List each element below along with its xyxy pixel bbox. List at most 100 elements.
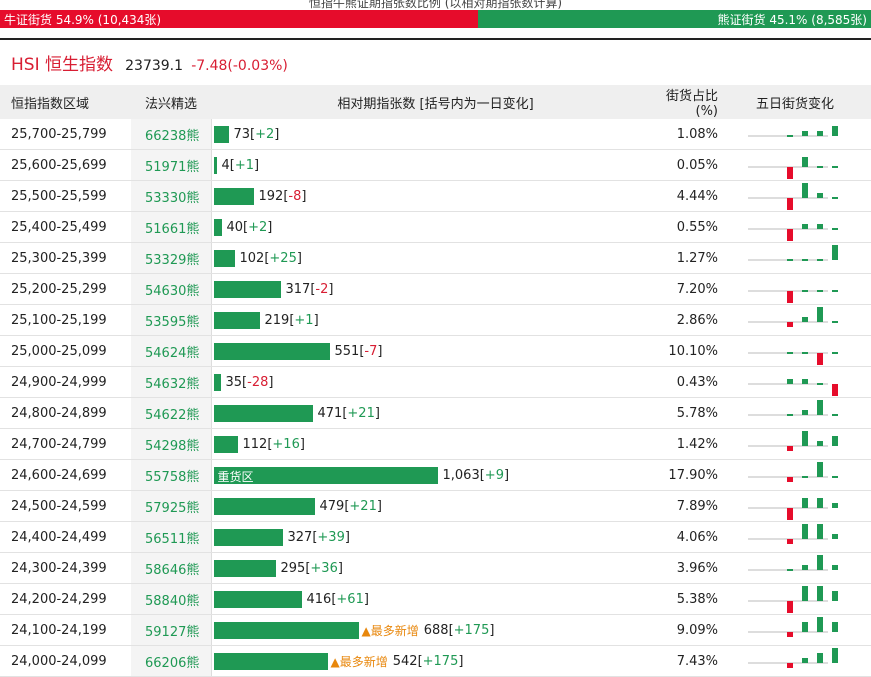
pick-link[interactable]: 54622熊 bbox=[131, 397, 211, 429]
five-day-sparkline bbox=[748, 648, 838, 668]
table-row: 24,800-24,899 54622熊 471 [+21] 5.78% bbox=[0, 397, 871, 429]
pick-link[interactable]: 53330熊 bbox=[131, 180, 211, 212]
five-day-sparkline bbox=[748, 307, 838, 327]
five-day-cell bbox=[748, 242, 871, 274]
range-cell: 24,100-24,199 bbox=[0, 614, 131, 646]
sparkline-bar bbox=[787, 569, 793, 571]
pick-link[interactable]: 66206熊 bbox=[131, 645, 211, 677]
contracts-value: 4 bbox=[221, 157, 230, 173]
sparkline-bar bbox=[832, 126, 838, 136]
range-cell: 25,000-25,099 bbox=[0, 335, 131, 367]
contracts-cell: ▲最多新增 542 [+175] bbox=[210, 645, 660, 677]
sparkline-bar bbox=[802, 317, 808, 322]
contracts-cell: 416 [+61] bbox=[210, 583, 660, 615]
five-day-cell bbox=[748, 614, 871, 646]
contracts-cell: 479 [+21] bbox=[210, 490, 660, 522]
contracts-cell: ▲最多新增 688 [+175] bbox=[210, 614, 660, 646]
contracts-value: 35 bbox=[225, 374, 243, 390]
contracts-cell: 73 [+2] bbox=[210, 119, 660, 150]
pick-link[interactable]: 56511熊 bbox=[131, 521, 211, 553]
sparkline-bar bbox=[787, 414, 793, 416]
pick-link[interactable]: 57925熊 bbox=[131, 490, 211, 522]
sparkline-bar bbox=[817, 462, 823, 477]
bull-ratio-segment: 牛证街货 54.9% (10,434张) bbox=[0, 10, 479, 28]
pick-link[interactable]: 58646熊 bbox=[131, 552, 211, 584]
share-cell: 3.96% bbox=[660, 552, 748, 584]
five-day-sparkline bbox=[748, 290, 838, 303]
contracts-value: 551 bbox=[334, 343, 360, 359]
five-day-cell bbox=[748, 366, 871, 398]
daily-change: -28 bbox=[247, 374, 269, 390]
five-day-sparkline bbox=[748, 498, 838, 520]
contracts-cell: 40 [+2] bbox=[210, 211, 660, 243]
contracts-bar bbox=[213, 342, 330, 360]
range-cell: 25,400-25,499 bbox=[0, 211, 131, 243]
contracts-bar bbox=[213, 280, 281, 298]
five-day-cell bbox=[748, 552, 871, 584]
sparkline-bar bbox=[817, 353, 823, 365]
sparkline-bar bbox=[802, 565, 808, 570]
share-cell: 5.78% bbox=[660, 397, 748, 429]
contracts-cell: 295 [+36] bbox=[210, 552, 660, 584]
range-cell: 25,500-25,599 bbox=[0, 180, 131, 212]
sparkline-bar bbox=[817, 166, 823, 168]
contracts-cell: 112 [+16] bbox=[210, 428, 660, 460]
pick-link[interactable]: 54624熊 bbox=[131, 335, 211, 367]
bear-ratio-segment: 熊证街货 45.1% (8,585张) bbox=[478, 10, 871, 28]
daily-change: -2 bbox=[315, 281, 329, 297]
pick-link[interactable]: 54632熊 bbox=[131, 366, 211, 398]
five-day-cell bbox=[748, 428, 871, 460]
sparkline-bar bbox=[817, 524, 823, 539]
share-cell: 10.10% bbox=[660, 335, 748, 367]
contracts-value: 73 bbox=[233, 126, 251, 142]
daily-change: -7 bbox=[364, 343, 378, 359]
five-day-sparkline bbox=[748, 555, 838, 571]
index-header: HSI 恒生指数 23739.1 -7.48(-0.03%) bbox=[11, 50, 288, 75]
share-cell: 4.44% bbox=[660, 180, 748, 212]
pick-link[interactable]: 51971熊 bbox=[131, 149, 211, 181]
contracts-bar bbox=[213, 621, 359, 639]
daily-change: +175 bbox=[453, 622, 490, 638]
share-cell: 0.55% bbox=[660, 211, 748, 243]
pick-link[interactable]: 53595熊 bbox=[131, 304, 211, 336]
pick-link[interactable]: 54298熊 bbox=[131, 428, 211, 460]
contracts-value: 295 bbox=[280, 560, 306, 576]
pick-link[interactable]: 51661熊 bbox=[131, 211, 211, 243]
pick-link[interactable]: 55758熊 bbox=[131, 459, 211, 491]
range-cell: 24,700-24,799 bbox=[0, 428, 131, 460]
sparkline-bar bbox=[787, 539, 793, 544]
contracts-bar: 重货区 bbox=[213, 466, 438, 484]
sparkline-bar bbox=[817, 441, 823, 446]
table-row: 25,200-25,299 54630熊 317 [-2] 7.20% bbox=[0, 273, 871, 305]
contracts-bar bbox=[213, 218, 222, 236]
most-added-badge: ▲最多新增 bbox=[330, 654, 388, 669]
five-day-cell bbox=[748, 180, 871, 212]
pick-link[interactable]: 59127熊 bbox=[131, 614, 211, 646]
contracts-bar bbox=[213, 528, 283, 546]
daily-change: +175 bbox=[422, 653, 459, 669]
contracts-cell: 317 [-2] bbox=[210, 273, 660, 305]
share-cell: 7.89% bbox=[660, 490, 748, 522]
daily-change: +21 bbox=[349, 498, 377, 514]
range-cell: 24,400-24,499 bbox=[0, 521, 131, 553]
contracts-value: 219 bbox=[264, 312, 290, 328]
sparkline-bar bbox=[832, 166, 838, 168]
pick-link[interactable]: 58840熊 bbox=[131, 583, 211, 615]
pick-link[interactable]: 54630熊 bbox=[131, 273, 211, 305]
index-name[interactable]: HSI 恒生指数 bbox=[11, 55, 113, 75]
sparkline-bar bbox=[832, 228, 838, 230]
sparkline-bar bbox=[817, 383, 823, 385]
sparkline-bar bbox=[832, 197, 838, 199]
contracts-bar bbox=[213, 311, 260, 329]
table-row: 24,200-24,299 58840熊 416 [+61] 5.38% bbox=[0, 583, 871, 615]
contracts-bar bbox=[213, 125, 229, 143]
sparkline-bar bbox=[817, 617, 823, 632]
pick-link[interactable]: 66238熊 bbox=[131, 119, 211, 150]
five-day-sparkline bbox=[748, 617, 838, 637]
daily-change: +21 bbox=[347, 405, 375, 421]
pick-link[interactable]: 53329熊 bbox=[131, 242, 211, 274]
sparkline-bar bbox=[817, 586, 823, 601]
sparkline-bar bbox=[787, 198, 793, 210]
range-cell: 24,000-24,099 bbox=[0, 645, 131, 677]
sparkline-bar bbox=[832, 476, 838, 478]
